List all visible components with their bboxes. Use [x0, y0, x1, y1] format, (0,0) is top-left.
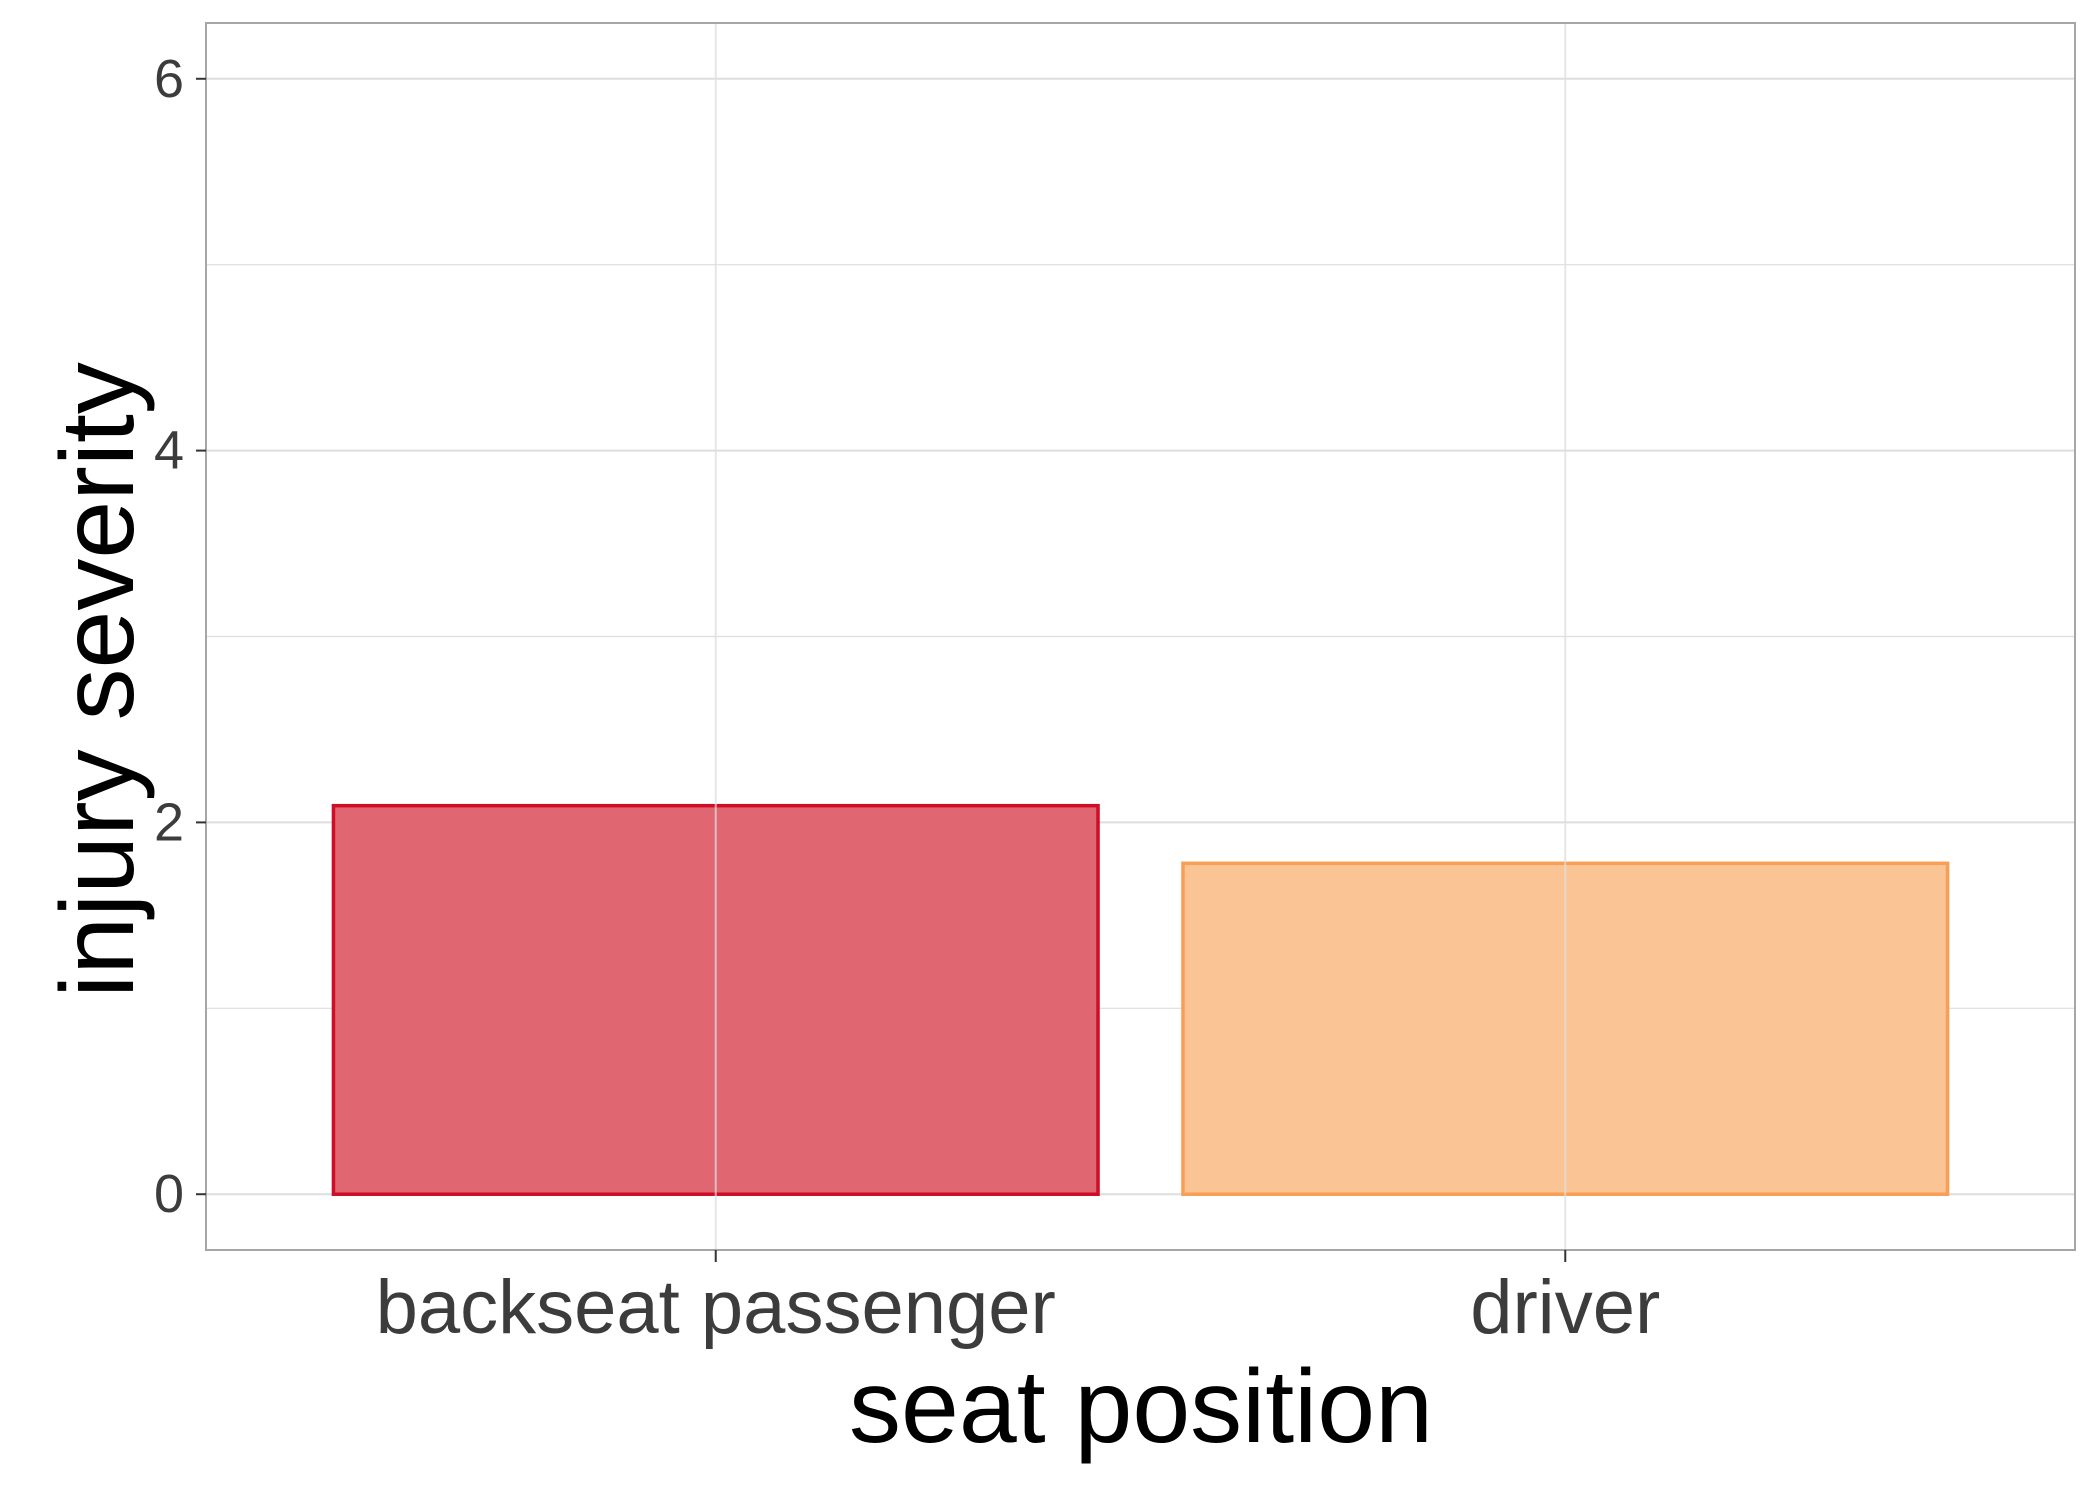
plot-panel-border — [205, 22, 2076, 1251]
y-axis-title: injury severity — [40, 362, 156, 998]
y-tick-label: 4 — [154, 421, 184, 481]
y-tick-label: 0 — [154, 1164, 184, 1224]
x-axis-title: seat position — [849, 1349, 1433, 1465]
x-tick-label: backseat passenger — [376, 1265, 1056, 1350]
x-tick-label: driver — [1470, 1265, 1660, 1350]
y-tick-label: 2 — [154, 792, 184, 852]
x-axis-ticks: backseat passenger driver — [376, 1250, 1660, 1350]
y-axis-ticks: 0 2 4 6 — [154, 49, 206, 1224]
bars — [331, 803, 1950, 1196]
vertical-gridlines — [714, 23, 1567, 1250]
y-tick-label: 6 — [154, 49, 184, 109]
